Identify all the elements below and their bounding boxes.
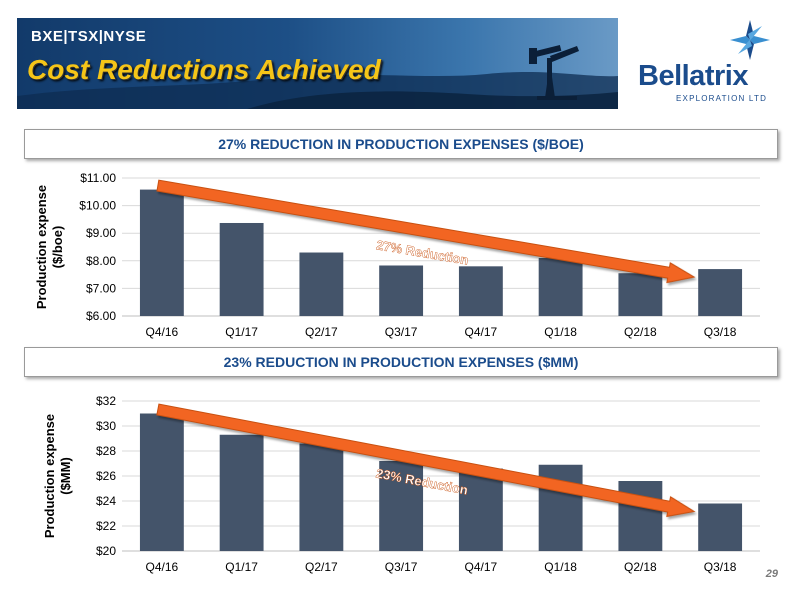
slide-title: Cost Reductions Achieved	[27, 54, 381, 85]
chart2-xtick-label: Q3/18	[704, 560, 737, 574]
chart1-xtick-label: Q1/18	[544, 325, 577, 339]
chart2-title: 23% REDUCTION IN PRODUCTION EXPENSES ($M…	[24, 347, 778, 377]
chart2-bar	[219, 434, 264, 551]
chart1-title: 27% REDUCTION IN PRODUCTION EXPENSES ($/…	[24, 129, 778, 159]
logo-wordmark: Bellatrix	[638, 60, 748, 92]
chart1-ytick-label: $11.00	[80, 171, 116, 185]
chart1-ytick-label: $8.00	[86, 254, 116, 268]
chart2-xtick-label: Q4/16	[146, 560, 179, 574]
chart2-bar	[139, 413, 184, 551]
chart1-bar	[299, 252, 344, 316]
chart1-production-per-boe: $6.00 $7.00 $8.00 $9.00 $10.00 $11.00 Q4/16 Q1/…	[34, 171, 760, 339]
chart1-y-axis-label: Production expense ($/boe)	[34, 185, 65, 309]
chart2-ytick-label: $26	[96, 469, 116, 483]
company-logo: Bellatrix EXPLORATION LTD	[632, 16, 782, 106]
chart2-ytick-label: $28	[96, 444, 116, 458]
chart1-ytick-label: $10.00	[79, 199, 116, 213]
chart1-ytick-label: $7.00	[86, 281, 116, 295]
chart2-y-axis-label: Production expense ($MM)	[42, 414, 73, 538]
chart2-xtick-label: Q3/17	[385, 560, 418, 574]
chart2-ytick-label: $32	[96, 394, 116, 408]
chart1-ytick-label: $9.00	[86, 226, 116, 240]
logo-subtitle: EXPLORATION LTD	[676, 94, 768, 103]
chart2-bar	[698, 503, 743, 551]
chart2-xtick-label: Q2/18	[624, 560, 657, 574]
chart1-bar	[379, 265, 424, 316]
chart2-production-mm: $20 $22 $24 $26 $28 $30 $32 Q4/16 Q1/17 Q2/17 Q3/1…	[42, 394, 760, 574]
chart2-ytick-label: $30	[96, 419, 116, 433]
chart1-xtick-label: Q3/18	[704, 325, 737, 339]
chart1-bar	[139, 189, 184, 316]
chart1-xtick-label: Q2/18	[624, 325, 657, 339]
chart2-bar	[458, 468, 503, 551]
chart2-xtick-label: Q2/17	[305, 560, 338, 574]
star-logo-icon	[730, 20, 770, 60]
chart2-y-axis-label-line: Production expense	[42, 414, 57, 538]
chart2-arrow-shape	[156, 403, 696, 518]
chart1-xtick-label: Q3/17	[385, 325, 418, 339]
header-banner: BXE|TSX|NYSE Cost Reductions Achieved	[17, 18, 618, 109]
chart2-xtick-label: Q4/17	[465, 560, 498, 574]
chart1-xtick-label: Q1/17	[225, 325, 258, 339]
chart1-y-axis-label-line: ($/boe)	[50, 226, 65, 269]
chart1-xtick-label: Q4/17	[465, 325, 498, 339]
chart1-bar	[698, 269, 743, 316]
chart1-xtick-label: Q4/16	[146, 325, 179, 339]
chart1-xtick-label: Q2/17	[305, 325, 338, 339]
page-number: 29	[765, 568, 778, 580]
chart1-arrow-shape	[156, 179, 696, 284]
chart2-bar	[618, 481, 663, 551]
chart2-xtick-label: Q1/17	[225, 560, 258, 574]
pumpjack-icon	[529, 44, 579, 100]
chart2-ytick-label: $24	[96, 494, 116, 508]
chart2-y-axis-label-line: ($MM)	[58, 457, 73, 495]
chart1-y-axis-label-line: Production expense	[34, 185, 49, 309]
chart1-bar	[458, 266, 503, 316]
exchange-listing: BXE|TSX|NYSE	[31, 28, 147, 45]
chart2-bar	[379, 461, 424, 551]
chart2-ytick-label: $20	[96, 544, 116, 558]
chart1-ytick-label: $6.00	[86, 309, 116, 323]
chart1-bar	[538, 258, 583, 316]
oilfield-scene-image	[17, 44, 618, 109]
chart1-bar	[618, 273, 663, 316]
chart1-bar	[219, 222, 264, 316]
chart2-bar	[299, 443, 344, 551]
chart2-xtick-label: Q1/18	[544, 560, 577, 574]
chart2-ytick-label: $22	[96, 519, 116, 533]
